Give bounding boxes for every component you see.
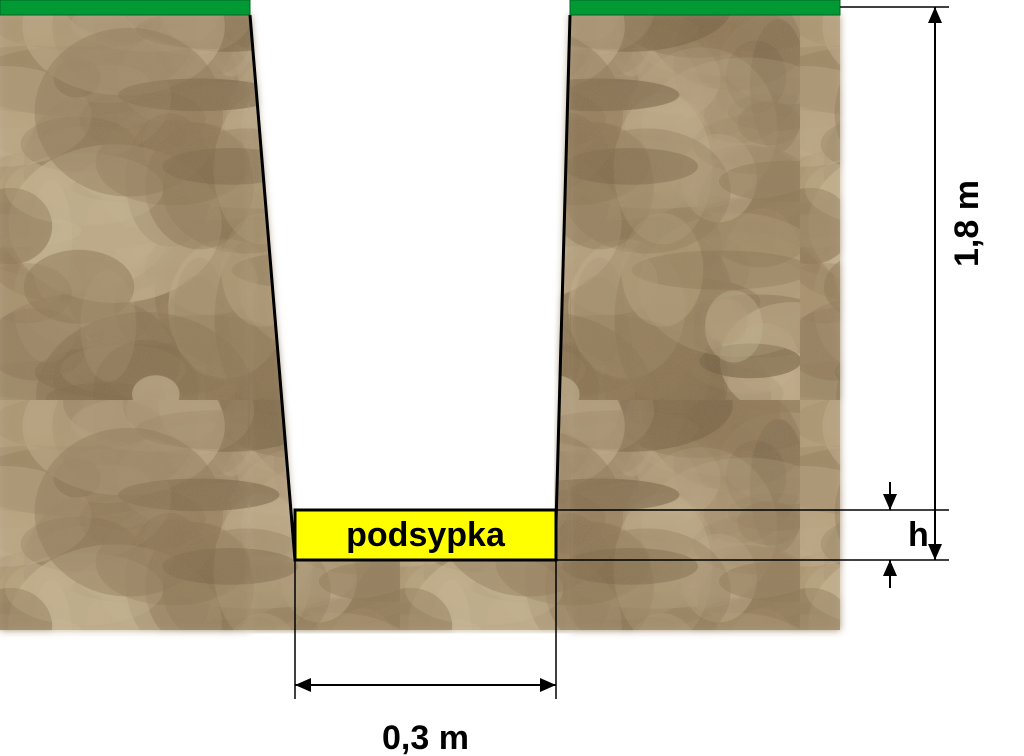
dimension-width: 0,3 m — [295, 678, 556, 756]
grass-left — [0, 0, 250, 15]
bedding-label: podsypka — [346, 516, 506, 554]
grass-right — [570, 0, 840, 15]
dimension-depth: 1,8 m — [928, 7, 986, 560]
trench-outline — [250, 15, 570, 560]
dimension-h-label: h — [908, 516, 929, 554]
trench-cross-section: podsypka h 1,8 m 0,3 m — [0, 0, 1024, 756]
dimension-h: h — [883, 482, 929, 588]
dimension-width-label: 0,3 m — [382, 719, 469, 756]
dimension-depth-label: 1,8 m — [948, 180, 986, 267]
